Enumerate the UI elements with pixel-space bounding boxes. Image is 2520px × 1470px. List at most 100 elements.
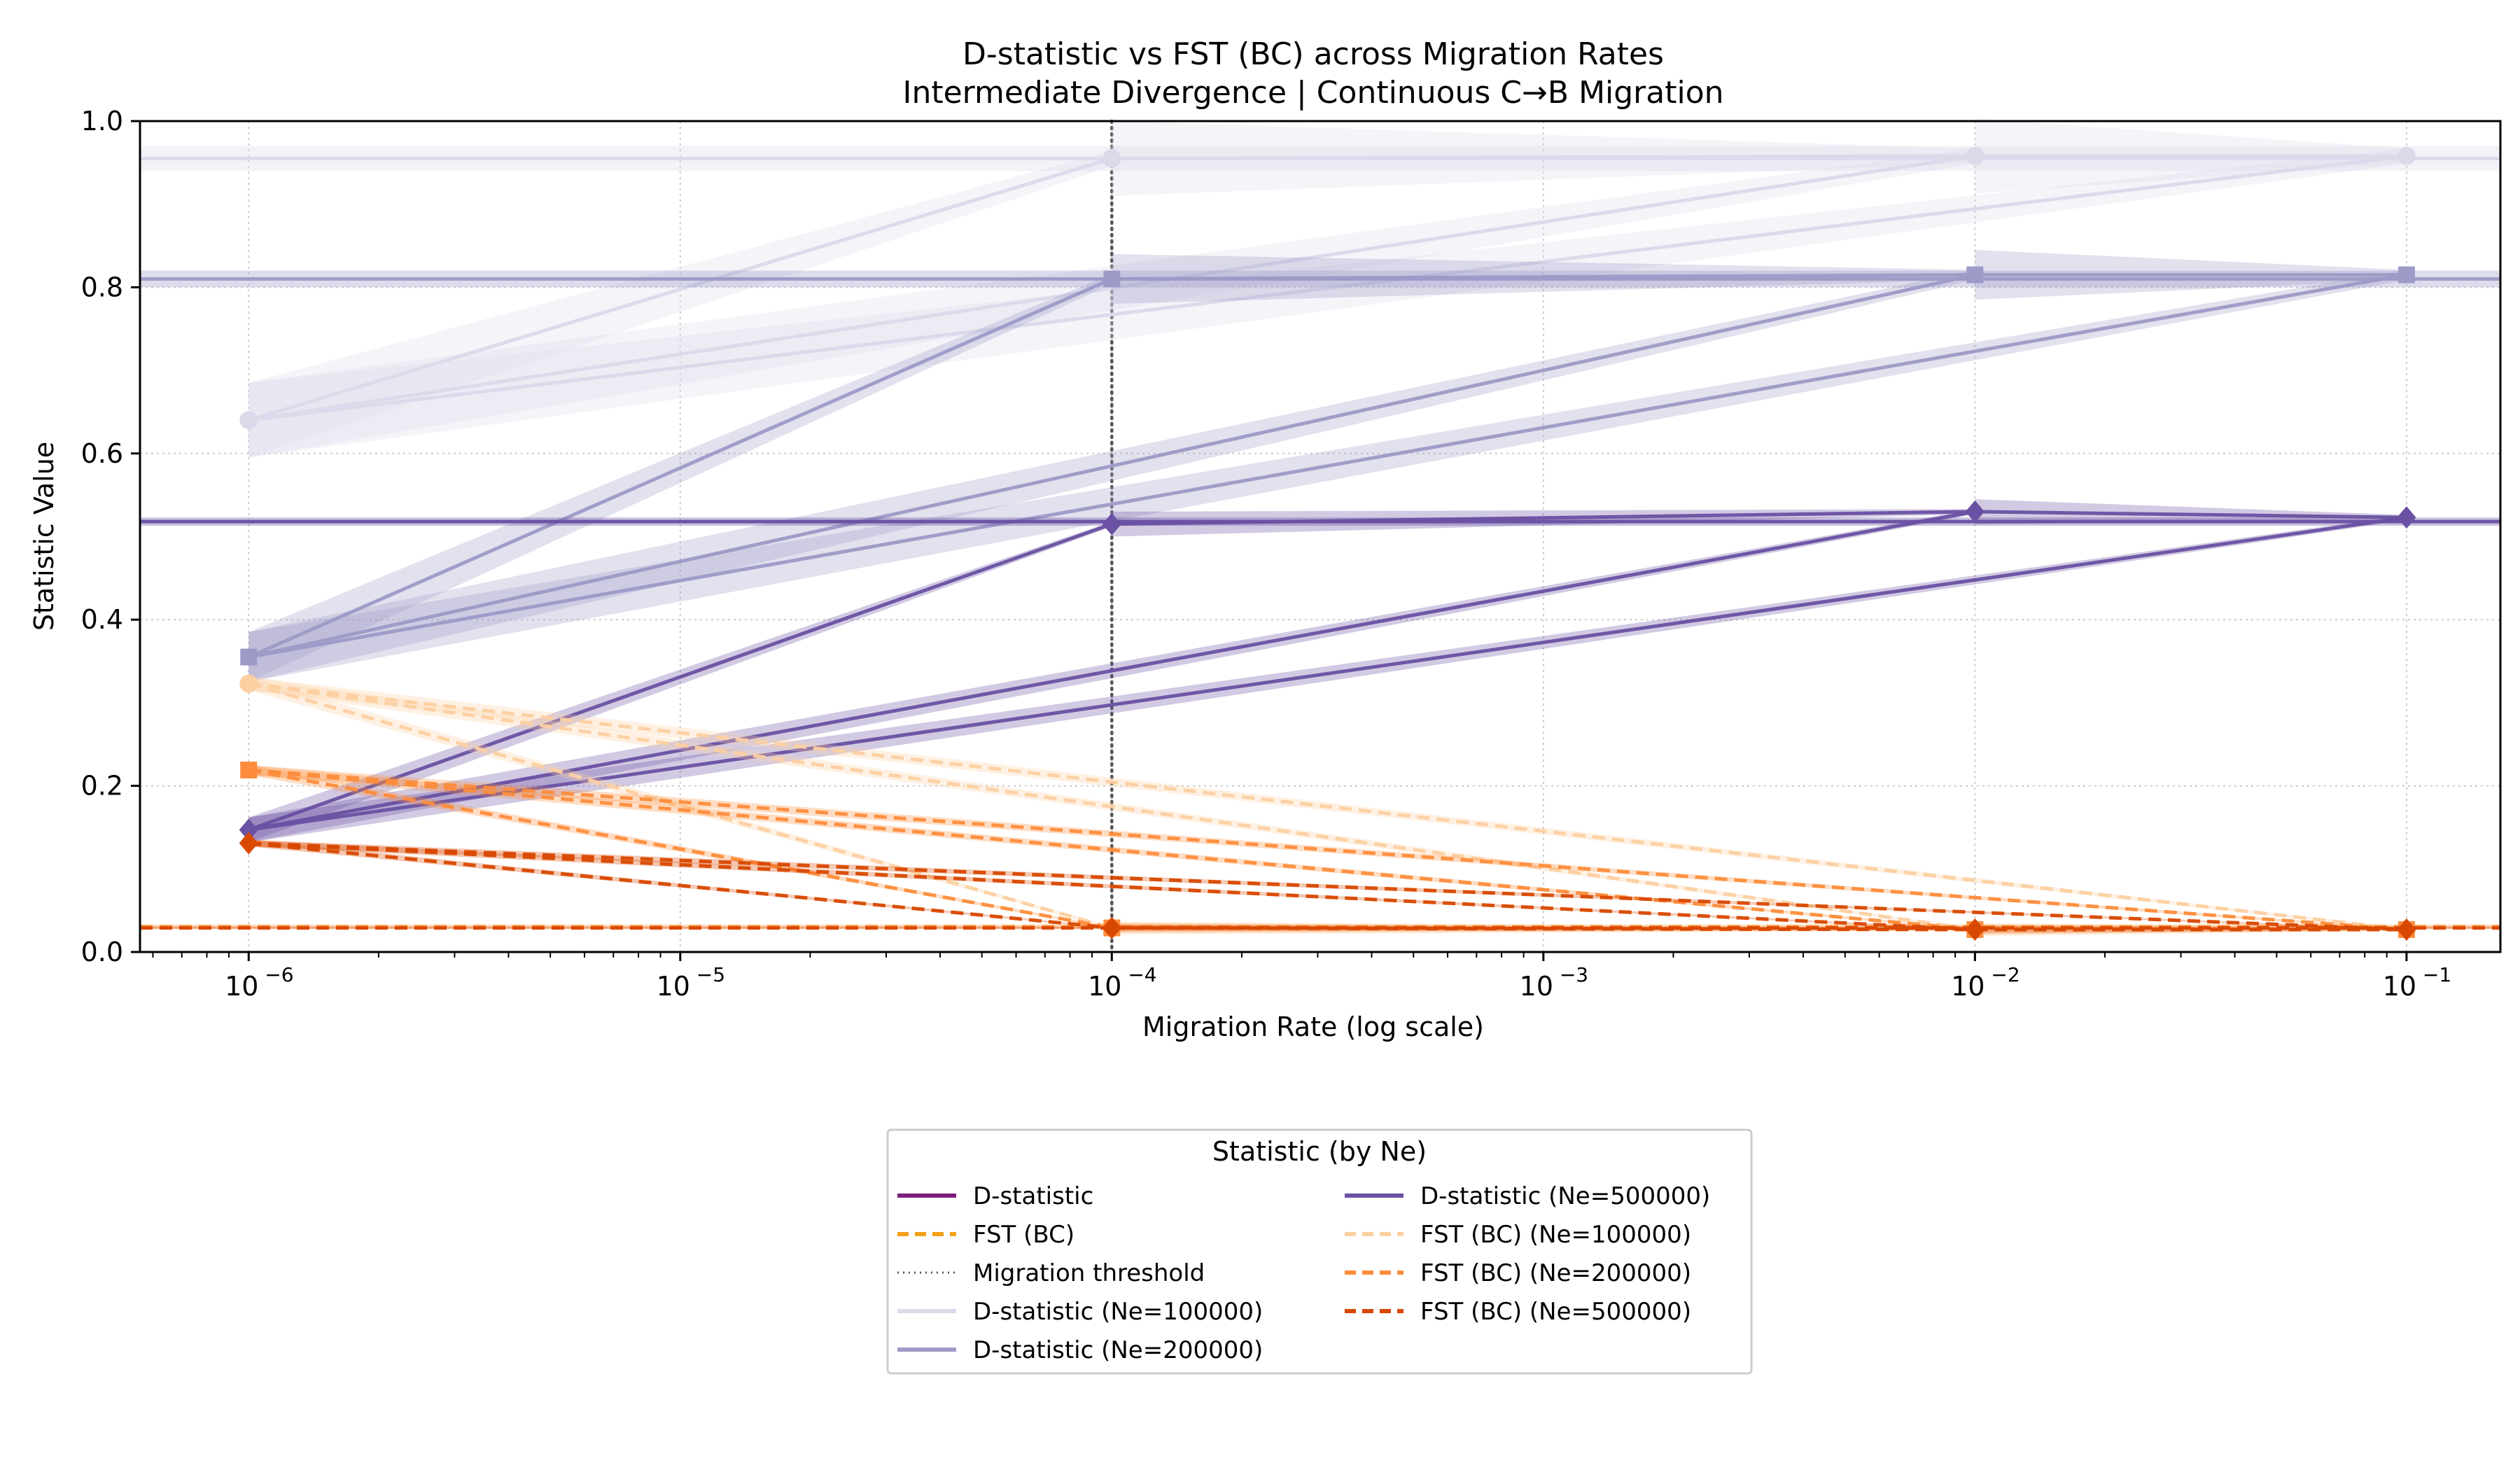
x-tick-label: 10 [1088, 971, 1121, 1002]
legend-label: Migration threshold [973, 1259, 1205, 1287]
series-line [248, 768, 1975, 932]
series-line [1112, 926, 1975, 932]
y-tick-label: 0.6 [81, 438, 123, 469]
series-line [248, 841, 1975, 932]
data-point [2397, 918, 2416, 941]
legend-entry: D-statistic (Ne=100000) [897, 1298, 1263, 1326]
series-fst-bc-ne-200000- [140, 762, 2500, 938]
legend-label: D-statistic [973, 1182, 1093, 1210]
data-point [2397, 146, 2416, 165]
legend-entry: D-statistic [897, 1182, 1093, 1210]
confidence-band [248, 148, 2407, 458]
series-line [248, 154, 1975, 422]
legend-label: FST (BC) [973, 1221, 1074, 1249]
x-tick-label-exponent: −5 [696, 963, 725, 986]
x-tick-label: 10 [2383, 971, 2416, 1002]
legend-entry: FST (BC) (Ne=100000) [1345, 1221, 1691, 1249]
x-tick-label-exponent: −2 [1991, 963, 2019, 986]
confidence-band [248, 148, 1975, 458]
series-d-statistic-ne-200000- [140, 249, 2500, 682]
confidence-band [1112, 253, 1975, 304]
series-line [248, 157, 1113, 422]
chart-title-line2: Intermediate Divergence | Continuous C→B… [902, 75, 1723, 111]
series-line [1975, 510, 2407, 519]
series-line [248, 768, 2407, 932]
legend-label: FST (BC) (Ne=200000) [1420, 1259, 1691, 1287]
legend-entry: FST (BC) [897, 1221, 1074, 1249]
y-tick-label: 0.8 [81, 272, 123, 302]
x-tick-label: 10 [1951, 971, 1984, 1002]
data-point [239, 832, 258, 855]
series-line [248, 273, 2407, 659]
legend-entry: D-statistic (Ne=200000) [897, 1336, 1263, 1364]
legend-title: Statistic (by Ne) [1212, 1136, 1427, 1167]
legend: Statistic (by Ne) D-statistic FST (BC) Migr… [886, 1128, 1753, 1375]
chart-title: D-statistic vs FST (BC) across Migration… [902, 36, 1723, 111]
series-line [248, 510, 1975, 832]
data-point [1966, 146, 1984, 165]
data-point [1965, 500, 1984, 523]
legend-label: D-statistic (Ne=500000) [1420, 1182, 1710, 1210]
data-point [1103, 270, 1121, 288]
legend-entry: D-statistic (Ne=500000) [1345, 1182, 1710, 1210]
data-point [2398, 266, 2415, 284]
series-line [1112, 273, 1975, 281]
data-point [239, 818, 258, 841]
series-line [248, 841, 2407, 932]
confidence-band [248, 764, 2407, 931]
series-line [248, 682, 1975, 932]
series-line [248, 277, 1113, 659]
series-fst-bc-ne-500000- [140, 832, 2500, 941]
legend-label: D-statistic (Ne=200000) [973, 1336, 1263, 1364]
series-line [248, 841, 1112, 930]
series-line [248, 154, 2407, 422]
series-d-statistic-ne-100000- [140, 118, 2500, 458]
confidence-band [248, 274, 1112, 682]
series-line [248, 682, 2407, 932]
legend-entry: FST (BC) (Ne=200000) [1345, 1259, 1691, 1287]
plot-series [140, 118, 2500, 954]
x-tick-label: 10 [657, 971, 690, 1002]
series-fst-bc-ne-100000- [140, 674, 2500, 939]
plot-frame [139, 120, 2502, 953]
x-tick-label-exponent: −4 [1128, 963, 1156, 986]
data-point [2397, 506, 2416, 529]
data-point [1102, 916, 1121, 939]
confidence-band [248, 270, 2407, 682]
x-tick-label: 10 [225, 971, 258, 1002]
y-axis-label: Statistic Value [29, 442, 59, 631]
data-point [240, 648, 258, 666]
confidence-band [1975, 499, 2407, 524]
data-point [1102, 512, 1121, 536]
data-point [240, 762, 258, 779]
legend-entry: Migration threshold [897, 1259, 1205, 1287]
y-tick-label: 1.0 [81, 106, 123, 136]
series-line [248, 515, 2407, 832]
data-point [239, 674, 258, 693]
y-tick-label: 0.0 [81, 937, 123, 967]
y-tick-label: 0.4 [81, 604, 123, 635]
series-line [248, 273, 1975, 659]
legend-label: FST (BC) (Ne=100000) [1420, 1221, 1691, 1249]
series-line [248, 682, 1112, 930]
legend-box [886, 1128, 1753, 1375]
y-tick-label: 0.2 [81, 771, 123, 802]
series-line [248, 768, 1112, 930]
data-point [1966, 266, 1984, 284]
data-point [1965, 918, 1984, 941]
x-tick-label-exponent: −6 [265, 963, 293, 986]
series-line [1112, 510, 1975, 526]
legend-label: FST (BC) (Ne=500000) [1420, 1298, 1691, 1326]
x-tick-label-exponent: −1 [2423, 963, 2451, 986]
chart-title-line1: D-statistic vs FST (BC) across Migration… [962, 36, 1664, 72]
legend-entry: FST (BC) (Ne=500000) [1345, 1298, 1691, 1326]
axes: 0.0 0.2 0.4 0.6 0.8 1.0 10 −6 10 −5 10 −4 10 −3 10 −2 10… [81, 106, 2502, 1002]
x-tick-label: 10 [1520, 971, 1553, 1002]
series-line [248, 522, 1113, 832]
data-point [239, 411, 258, 430]
legend-label: D-statistic (Ne=100000) [973, 1298, 1263, 1326]
x-axis-label: Migration Rate (log scale) [1142, 1011, 1484, 1042]
series-line [1112, 154, 1975, 160]
confidence-band [248, 150, 1112, 458]
